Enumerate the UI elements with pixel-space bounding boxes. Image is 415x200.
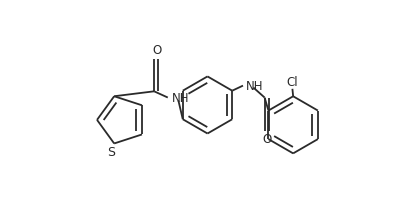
Text: O: O — [262, 133, 272, 146]
Text: NH: NH — [246, 80, 264, 93]
Text: NH: NH — [171, 92, 189, 105]
Text: O: O — [152, 44, 161, 57]
Text: Cl: Cl — [286, 76, 298, 89]
Text: S: S — [107, 146, 115, 159]
